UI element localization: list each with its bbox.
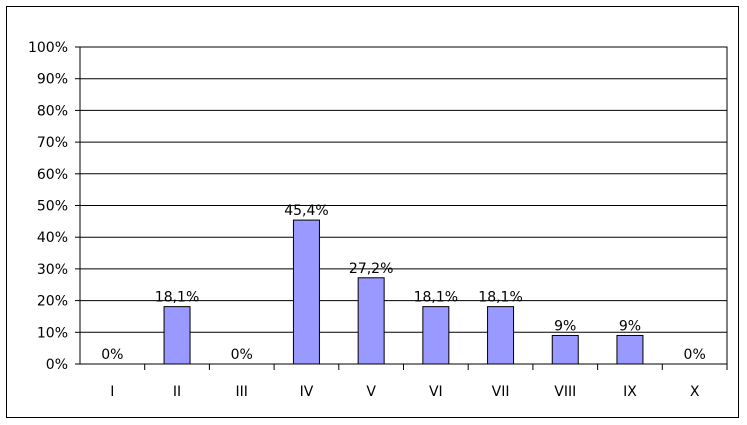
x-tick-label: X [690,384,700,400]
y-tick-label: 0% [46,357,68,373]
x-tick-label: IX [623,384,637,400]
x-tick-label: II [173,384,181,400]
y-tick-label: 40% [37,230,68,246]
data-label: 9% [554,318,576,334]
bars [163,219,644,365]
bar-viii [551,334,579,365]
y-tick-label: 70% [37,135,68,151]
y-tick-label: 90% [37,72,68,88]
data-labels: 0% 18,1% 0% 45,4% 27,2% 18,1% 18,1% 9% 9% 0% [101,203,706,363]
x-tick-label: III [236,384,248,400]
y-axis-tick-labels: 0% 10% 20% 30% 40% 50% 60% 70% 80% 90% 100% [28,40,68,373]
bar-ii [163,306,191,365]
axes [79,46,728,365]
y-tick-label: 50% [37,199,68,215]
x-axis-tick-labels: I II III IV V VI VII VIII IX X [110,364,728,400]
data-label: 18,1% [478,290,522,306]
y-tick-label: 10% [37,325,68,341]
y-tick-label: 100% [28,40,68,56]
y-tick-label: 20% [37,294,68,310]
bar-v [357,277,385,365]
bar-ix [616,334,644,365]
data-label: 18,1% [414,290,458,306]
data-label: 9% [619,318,641,334]
data-label: 18,1% [155,290,199,306]
bar-vii [487,306,515,365]
x-tick-label: I [110,384,114,400]
bar-vi [422,306,450,365]
y-tick-label: 30% [37,262,68,278]
x-tick-label: VI [429,384,443,400]
data-label: 45,4% [284,203,328,219]
x-tick-label: VII [492,384,510,400]
x-tick-label: IV [300,384,314,400]
bar-iv [292,219,320,365]
x-tick-label: V [366,384,376,400]
data-label: 0% [231,347,253,363]
data-label: 0% [101,347,123,363]
y-tick-label: 80% [37,103,68,119]
plot-area-border [79,46,728,365]
x-tick-label: VIII [554,384,576,400]
data-label: 0% [684,347,706,363]
y-tick-label: 60% [37,167,68,183]
data-label: 27,2% [349,261,393,277]
